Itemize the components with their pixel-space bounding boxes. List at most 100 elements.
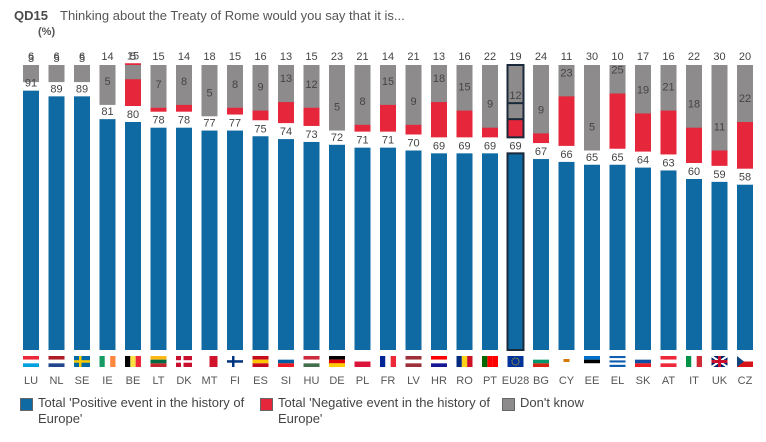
- bar-dontknow-SE: [74, 65, 90, 83]
- value-dontknow-IT: 22: [688, 51, 700, 63]
- flag-SI-icon: [278, 356, 294, 367]
- value-negative-SK: 19: [637, 84, 649, 96]
- category-label-IE: IE: [102, 375, 112, 387]
- value-positive-FI: 77: [229, 118, 241, 130]
- value-negative-FI: 8: [232, 79, 238, 91]
- value-dontknow-FR: 14: [382, 51, 394, 63]
- flag-FI-icon: [227, 356, 243, 367]
- value-negative-EU28: 12: [509, 90, 521, 102]
- bar-positive-BE: [125, 122, 141, 350]
- bar-positive-PL: [354, 147, 371, 350]
- value-positive-FR: 71: [382, 135, 394, 147]
- bar-positive-LT: [150, 127, 167, 350]
- value-dontknow-LV: 21: [407, 51, 419, 63]
- bar-negative-CY: [558, 80, 575, 146]
- bar-positive-EL: [609, 164, 626, 350]
- value-negative-IE: 5: [104, 76, 110, 88]
- bar-positive-AT: [660, 170, 677, 350]
- flag-IE-icon: [99, 356, 116, 367]
- value-dontknow-NL: 6: [53, 51, 59, 63]
- bar-dontknow-DK: [176, 65, 192, 105]
- category-label-SK: SK: [636, 375, 651, 387]
- legend-swatch-dontknow: [502, 398, 515, 411]
- value-positive-RO: 69: [458, 140, 470, 152]
- bar-positive-NL: [48, 96, 65, 350]
- value-positive-HU: 73: [305, 129, 317, 141]
- bar-dontknow-EU28: [507, 65, 524, 120]
- value-negative-PT: 9: [487, 99, 493, 111]
- flag-MT-icon: [201, 356, 218, 367]
- bar-dontknow-IE: [99, 65, 116, 105]
- bar-positive-outline-EU28: [506, 152, 525, 351]
- category-label-FR: FR: [381, 375, 396, 387]
- value-positive-MT: 77: [203, 118, 215, 130]
- value-negative-HR: 18: [433, 73, 445, 85]
- legend-item-negative: Total 'Negative event in the history of …: [260, 395, 490, 427]
- value-negative-SI: 13: [280, 73, 292, 85]
- category-label-BG: BG: [533, 375, 549, 387]
- flag-SE-icon: [74, 356, 90, 367]
- category-label-ES: ES: [253, 375, 268, 387]
- bar-dontknow-DE: [329, 65, 345, 131]
- category-label-UK: UK: [712, 375, 728, 387]
- category-label-SI: SI: [281, 375, 291, 387]
- bar-positive-LU: [23, 90, 39, 351]
- category-label-CY: CY: [559, 375, 575, 387]
- value-positive-AT: 63: [662, 157, 674, 169]
- value-dontknow-AT: 16: [662, 51, 674, 63]
- value-dontknow-LU: 6: [28, 51, 34, 63]
- value-dontknow-CZ: 20: [739, 51, 751, 63]
- legend: Total 'Positive event in the history of …: [20, 395, 760, 435]
- category-label-AT: AT: [662, 375, 676, 387]
- bar-dontknow-ES: [252, 65, 269, 111]
- value-positive-UK: 59: [713, 169, 725, 181]
- value-positive-LU: 91: [25, 78, 37, 90]
- value-dontknow-IE: 14: [101, 51, 113, 63]
- bar-positive-SE: [74, 96, 90, 350]
- bar-dontknow-IT: [686, 65, 702, 128]
- legend-label-negative-cont: Europe': [278, 411, 323, 426]
- legend-label-dontknow: Don't know: [520, 395, 584, 410]
- bar-positive-IT: [686, 179, 702, 350]
- value-negative-HU: 12: [305, 79, 317, 91]
- bar-positive-EU28: [507, 153, 524, 350]
- flag-LT-icon: [150, 356, 167, 367]
- value-positive-IT: 60: [688, 166, 700, 178]
- value-negative-LV: 9: [410, 96, 416, 108]
- flag-NL-icon: [48, 356, 65, 367]
- value-positive-SE: 89: [76, 83, 88, 95]
- value-positive-PT: 69: [484, 140, 496, 152]
- value-negative-SE: 5: [79, 53, 85, 65]
- bar-dontknow-RO: [456, 65, 473, 111]
- value-positive-DE: 72: [331, 132, 343, 144]
- bar-dontknow-UK: [711, 65, 728, 151]
- flag-LV-icon: [405, 356, 422, 367]
- bar-dontknow-BG: [533, 65, 549, 134]
- bar-positive-ES: [252, 136, 269, 350]
- flag-FR-icon: [380, 356, 396, 367]
- value-negative-ES: 9: [257, 82, 263, 94]
- value-dontknow-EL: 10: [611, 51, 623, 63]
- category-label-HU: HU: [304, 375, 320, 387]
- bar-dontknow-HU: [303, 65, 320, 108]
- bar-positive-CY: [558, 161, 575, 350]
- flag-RO-icon: [456, 356, 473, 367]
- bar-positive-PT: [482, 153, 498, 350]
- bar-positive-HU: [303, 141, 320, 350]
- bar-negative-EL: [609, 77, 626, 149]
- flag-HR-icon: [431, 356, 447, 367]
- bar-dontknow-EL: [609, 65, 626, 94]
- bar-positive-BG: [533, 159, 549, 350]
- value-dontknow-RO: 16: [458, 51, 470, 63]
- value-negative-FR: 15: [382, 76, 394, 88]
- legend-label-positive-cont: Europe': [38, 411, 83, 426]
- flag-HU-icon: [303, 356, 320, 367]
- value-positive-BE: 80: [127, 109, 139, 121]
- bar-positive-LV: [405, 150, 422, 350]
- value-dontknow-EU28: 19: [509, 51, 521, 63]
- value-positive-NL: 89: [50, 83, 62, 95]
- legend-swatch-positive: [20, 398, 33, 411]
- value-negative-RO: 15: [458, 82, 470, 94]
